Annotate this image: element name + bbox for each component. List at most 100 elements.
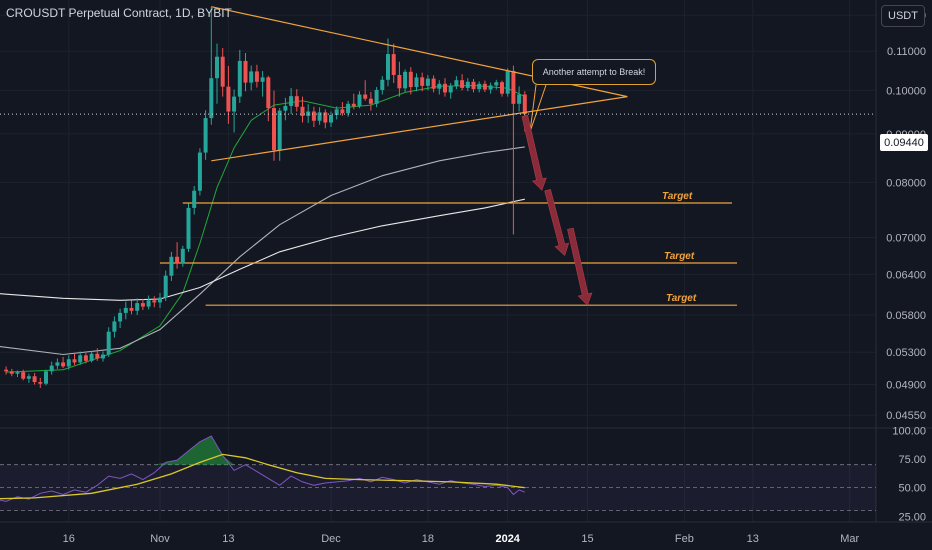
price-tick-label: 0.11000 (887, 46, 926, 58)
candle-body (363, 94, 368, 99)
candle (237, 49, 242, 103)
candle-body (272, 108, 276, 151)
rsi-ma-line (0, 453, 525, 500)
candle (391, 43, 396, 84)
candle (203, 110, 208, 160)
candle (448, 83, 453, 99)
candle (152, 296, 157, 308)
candle-body (4, 369, 9, 372)
candle (140, 298, 145, 311)
triangle-lower-line (211, 96, 628, 162)
candle (169, 251, 174, 281)
candle-body (146, 300, 151, 307)
candle-body (55, 362, 60, 366)
candle (517, 86, 522, 112)
candle-body (15, 372, 20, 374)
candle-body (158, 297, 162, 303)
candle (38, 377, 43, 388)
price-tick-label: 0.10000 (886, 85, 926, 97)
candle-body (89, 353, 94, 361)
candle-body (294, 96, 299, 107)
time-tick-label: Nov (150, 533, 170, 545)
candle-body (431, 78, 436, 89)
candle (482, 80, 487, 93)
candle-body (471, 81, 476, 90)
candle (146, 295, 151, 310)
candle-body (78, 355, 83, 363)
candle-body (437, 83, 442, 89)
candle (49, 361, 54, 375)
chart-title: CROUSDT Perpetual Contract, 1D, BYBIT (6, 6, 232, 20)
currency-button[interactable]: USDT (881, 5, 925, 27)
candle-body (494, 82, 499, 86)
candle (112, 316, 117, 338)
candle (197, 148, 202, 196)
candle (277, 108, 282, 161)
candle-body (72, 359, 77, 363)
forecast-arrow (567, 227, 593, 306)
candle-body (460, 80, 465, 88)
ma-mid-line (0, 146, 525, 356)
time-tick-label: 13 (747, 533, 759, 545)
candle-body (329, 115, 333, 123)
rsi-tick-label: 25.00 (898, 511, 926, 523)
time-tick-label: 16 (63, 533, 75, 545)
candle (66, 355, 71, 370)
candle (334, 106, 339, 120)
candle (368, 92, 373, 111)
candle (209, 6, 214, 125)
candle-body (220, 56, 225, 87)
candle-body (323, 112, 328, 123)
candle (4, 366, 9, 375)
candle-body (482, 83, 487, 90)
candle (408, 67, 413, 95)
candle-body (243, 60, 248, 83)
time-tick-label: 2024 (495, 533, 520, 545)
price-tick-label: 0.06400 (886, 269, 926, 281)
candle-body (192, 190, 197, 208)
candle-body (346, 103, 351, 114)
candle-body (357, 94, 362, 107)
candle-body (237, 60, 242, 97)
target-label: Target (662, 191, 693, 202)
current-price-tag: 0.09440 (880, 134, 928, 151)
candle-body (408, 71, 413, 88)
candle (32, 372, 37, 385)
candle-body (374, 89, 379, 104)
candle-body (26, 376, 31, 379)
time-tick-label: Mar (840, 533, 859, 545)
candle-body (163, 275, 168, 298)
candle-body (317, 112, 322, 121)
time-tick-label: 18 (422, 533, 434, 545)
candle (180, 245, 185, 267)
price-tick-label: 0.07000 (886, 232, 926, 244)
price-tick-label: 0.04900 (886, 380, 926, 392)
ma-long-line (0, 198, 525, 301)
candle (431, 75, 436, 93)
candle-body (500, 82, 504, 94)
target-label: Target (666, 293, 697, 304)
candle-body (386, 54, 390, 80)
candle (95, 348, 100, 361)
candle (351, 93, 356, 110)
candle (437, 80, 442, 95)
candle (55, 358, 60, 369)
candle (260, 71, 265, 97)
candle (465, 78, 470, 92)
candle-body (403, 71, 408, 89)
candle-body (249, 71, 254, 83)
candle (294, 89, 299, 112)
candle (254, 64, 259, 88)
candle (163, 270, 168, 302)
candle-body (129, 307, 134, 311)
candle (135, 298, 140, 316)
candle-body (368, 98, 373, 104)
candle (500, 80, 504, 97)
candle-body (391, 54, 396, 75)
candle (511, 65, 516, 235)
candle-body (203, 118, 208, 153)
candle-body (254, 71, 259, 82)
candle (505, 68, 510, 97)
candle-body (49, 365, 54, 372)
